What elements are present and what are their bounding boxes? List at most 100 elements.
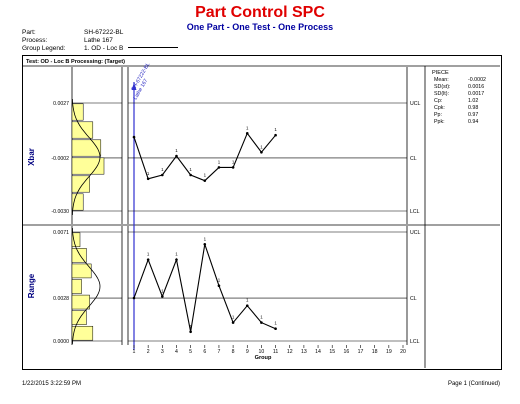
range-data-point bbox=[217, 284, 221, 288]
range-histogram-bar bbox=[71, 310, 87, 325]
xbar-histogram-bar bbox=[71, 175, 90, 193]
stats-label-sd-st: SD(st): bbox=[434, 84, 450, 90]
range-data-point bbox=[189, 330, 192, 334]
xbar-histogram-bar bbox=[71, 103, 84, 121]
xbar-point-mark: 1 bbox=[175, 148, 178, 153]
range-point-mark: 1 bbox=[232, 315, 235, 320]
stats-value-cp: 1.02 bbox=[468, 98, 478, 104]
xbar-data-point bbox=[245, 132, 249, 135]
xbar-data-point bbox=[260, 150, 263, 154]
range-histogram-bar bbox=[71, 294, 90, 310]
stats-value-sd-lt: 0.0017 bbox=[468, 91, 484, 97]
range-tick-label: 0.0028 bbox=[53, 296, 69, 302]
range-data-point bbox=[146, 258, 150, 261]
xbar-histogram-bar bbox=[71, 139, 102, 157]
xbar-tick-label: -0.0002 bbox=[51, 156, 69, 162]
stats-value-pp: 0.97 bbox=[468, 112, 478, 118]
stats-label-cp: Cp: bbox=[434, 98, 442, 104]
range-limit-lcl-label: LCL bbox=[410, 339, 420, 345]
xbar-point-mark: 1 bbox=[274, 127, 277, 132]
stats-label-pp: Pp: bbox=[434, 112, 442, 118]
xbar-point-mark: 1 bbox=[204, 173, 207, 178]
range-axis-title: Range bbox=[27, 273, 36, 298]
range-data-point bbox=[231, 321, 235, 324]
x-axis-tick-label: 19 bbox=[386, 349, 392, 355]
xbar-histogram-bar bbox=[71, 157, 105, 175]
xbar-tick-label: 0.0027 bbox=[53, 101, 69, 107]
xbar-data-point bbox=[203, 179, 207, 182]
footer-timestamp: 1/22/2015 3:22:59 PM bbox=[22, 381, 82, 387]
x-axis-tick-label: 7 bbox=[218, 349, 221, 355]
range-data-point bbox=[203, 242, 207, 246]
range-data-point bbox=[274, 327, 277, 331]
range-point-mark: 1 bbox=[189, 324, 192, 329]
x-axis-tick-label: 16 bbox=[343, 349, 349, 355]
group-legend-label: Group Legend: bbox=[22, 45, 66, 52]
xbar-point-mark: 1 bbox=[246, 125, 249, 130]
range-point-mark: 1 bbox=[274, 321, 277, 326]
stats-value-sd-st: 0.0016 bbox=[468, 84, 484, 90]
range-data-point bbox=[260, 321, 263, 324]
xbar-data-point bbox=[231, 166, 235, 169]
x-axis-title: Group bbox=[255, 355, 272, 361]
x-axis-tick-label: 11 bbox=[273, 349, 278, 355]
range-point-mark: 1 bbox=[147, 252, 150, 257]
range-data-point bbox=[175, 258, 178, 261]
range-data-point bbox=[161, 295, 164, 298]
xbar-limit-ucl-label: UCL bbox=[410, 101, 420, 107]
stats-title: PIECE bbox=[432, 70, 449, 76]
xbar-data-point bbox=[217, 166, 221, 169]
footer-page: Page 1 (Continued) bbox=[447, 381, 500, 387]
xbar-axis-title: Xbar bbox=[27, 148, 36, 166]
xbar-point-mark: 1 bbox=[161, 167, 164, 172]
stats-label-cpk: Cpk: bbox=[434, 105, 445, 111]
page-title: Part Control SPC bbox=[195, 4, 325, 21]
x-axis-tick-label: 17 bbox=[358, 349, 364, 355]
part-label: Part: bbox=[22, 29, 36, 36]
range-tick-label: 0.0000 bbox=[53, 339, 69, 345]
xbar-point-mark: 1 bbox=[232, 159, 235, 164]
xbar-tick-label: -0.0030 bbox=[51, 209, 69, 215]
xbar-limit-cl-label: CL bbox=[410, 156, 417, 162]
x-axis-tick-label: 15 bbox=[329, 349, 335, 355]
range-histogram-bar bbox=[71, 248, 87, 263]
range-histogram-bar bbox=[71, 263, 92, 279]
range-limit-cl-label: CL bbox=[410, 296, 417, 302]
x-axis-tick-label: 10 bbox=[259, 349, 265, 355]
range-data-point bbox=[245, 304, 249, 307]
chart-panel bbox=[22, 55, 502, 370]
xbar-point-mark: 1 bbox=[260, 144, 263, 149]
xbar-data-point bbox=[146, 177, 150, 181]
xbar-data-point bbox=[175, 154, 178, 158]
x-axis-tick-label: 4 bbox=[175, 349, 178, 355]
stats-box: PIECE Mean: -0.0002 SD(st): 0.0016 SD(lt… bbox=[432, 70, 486, 125]
x-axis-tick-label: 2 bbox=[147, 349, 150, 355]
xbar-histogram-bar bbox=[71, 193, 84, 211]
stats-value-ppk: 0.94 bbox=[468, 119, 478, 125]
range-histogram-bar bbox=[71, 325, 94, 341]
x-axis-tick-label: 8 bbox=[232, 349, 235, 355]
x-axis-tick-label: 18 bbox=[372, 349, 378, 355]
group-legend-line bbox=[128, 47, 178, 48]
range-tick-label: 0.0071 bbox=[53, 230, 69, 236]
range-point-mark: 1 bbox=[204, 236, 207, 241]
process-label: Process: bbox=[22, 37, 48, 44]
xbar-limit-lcl-label: LCL bbox=[410, 209, 420, 215]
stats-label-mean: Mean: bbox=[434, 77, 449, 83]
stats-value-cpk: 0.98 bbox=[468, 105, 478, 111]
xbar-data-point bbox=[132, 135, 136, 139]
x-axis-tick-label: 1 bbox=[133, 349, 136, 355]
x-axis-tick-label: 3 bbox=[161, 349, 164, 355]
x-axis-tick-label: 13 bbox=[301, 349, 307, 355]
x-axis-tick-label: 20 bbox=[400, 349, 406, 355]
x-axis-tick-label: 14 bbox=[315, 349, 321, 355]
stats-label-sd-lt: SD(lt): bbox=[434, 91, 449, 97]
x-axis-tick-label: 12 bbox=[287, 349, 293, 355]
xbar-point-mark: 1 bbox=[147, 171, 150, 176]
range-point-mark: 1 bbox=[218, 278, 221, 283]
range-point-mark: 1 bbox=[161, 288, 164, 293]
range-normal-curve bbox=[72, 227, 101, 345]
range-point-mark: 1 bbox=[246, 298, 249, 303]
xbar-data-point bbox=[189, 173, 192, 177]
